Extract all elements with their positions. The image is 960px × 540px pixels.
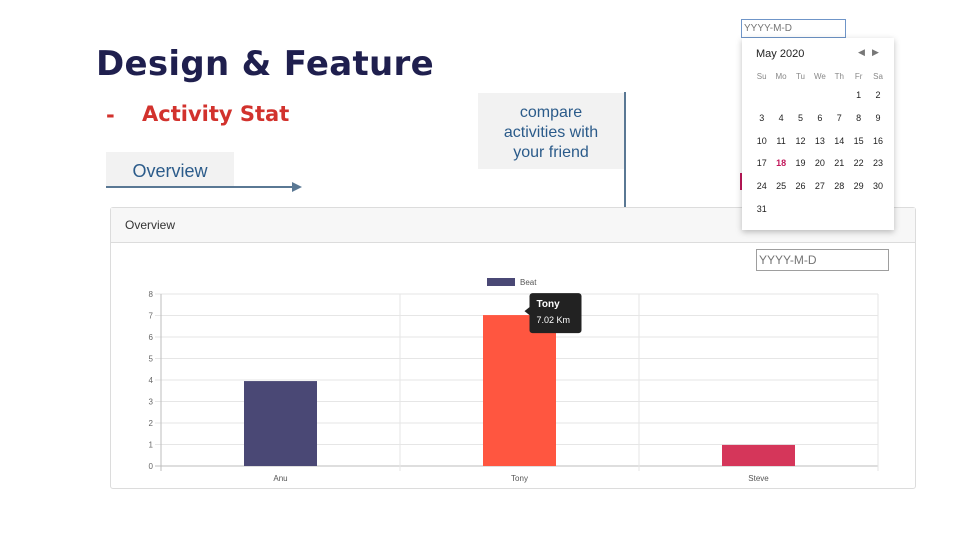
calendar-day[interactable]: 7 [836, 113, 842, 124]
calendar-weekday: Mo [775, 71, 787, 81]
bullet-dash: - [106, 103, 115, 127]
y-tick-label: 8 [149, 290, 154, 299]
calendar-week-row: 3 4 5 6 7 8 9 [752, 107, 888, 130]
y-tick-label: 0 [149, 462, 154, 471]
calendar-weekday: Sa [873, 71, 883, 81]
overview-panel: Overview 012345678AnuTonySteveBeatTony7.… [110, 207, 916, 489]
y-tick-label: 7 [149, 312, 154, 321]
calendar-weekday: We [813, 71, 826, 81]
calendar-prev-icon[interactable]: ◀ [858, 47, 865, 57]
activity-bar-chart: 0 1 2 3 4 5 6 7 8 Anu Tony Steve Beat Tony 7.02 Km [149, 278, 879, 483]
calendar-day[interactable]: 28 [834, 181, 845, 192]
calendar-day[interactable]: 2 [875, 90, 881, 101]
calendar-day[interactable]: 4 [778, 113, 784, 124]
calendar-weekday: Su [756, 71, 767, 81]
calendar-day[interactable]: 9 [875, 113, 881, 124]
calendar-day[interactable]: 30 [873, 181, 884, 192]
calendar-day[interactable]: 3 [759, 113, 765, 124]
compare-callout: compare activities with your friend [478, 93, 624, 169]
bar-steve [722, 444, 795, 466]
calendar-next-icon[interactable]: ▶ [872, 47, 879, 57]
calendar-week-row: 31 [752, 197, 888, 220]
tooltip-value: 7.02 Km [537, 315, 571, 325]
calendar-day[interactable]: 13 [814, 135, 825, 146]
calendar-weekday: Tu [795, 71, 805, 81]
calendar-day[interactable]: 12 [795, 135, 806, 146]
tooltip-title: Tony [537, 299, 561, 310]
calendar-weekday-row: Su Mo Tu We Th Fr Sa [752, 68, 888, 84]
calendar-day[interactable]: 17 [756, 158, 767, 169]
y-tick-label: 2 [149, 419, 154, 428]
compare-callout-line: compare [519, 104, 583, 121]
x-tick-label: Tony [511, 474, 528, 483]
x-tick-label: Anu [273, 474, 287, 483]
calendar-day[interactable]: 16 [873, 135, 884, 146]
tooltip-pointer [524, 307, 530, 316]
calendar-day[interactable]: 1 [856, 90, 862, 101]
calendar-day[interactable]: 11 [776, 135, 786, 146]
calendar-day[interactable]: 27 [814, 181, 825, 192]
calendar-day[interactable]: 5 [797, 113, 803, 124]
calendar-day[interactable]: 10 [756, 135, 767, 146]
calendar-day[interactable]: 6 [817, 113, 823, 124]
y-tick-label: 4 [149, 376, 154, 385]
tooltip-box [529, 293, 582, 334]
legend-label: Beat [520, 278, 537, 287]
y-tick-label: 6 [149, 333, 154, 342]
bullet-activity-stat: Activity Stat [142, 102, 290, 126]
overview-arrow-icon [106, 182, 302, 192]
calendar-day[interactable]: 15 [853, 135, 864, 146]
compare-callout-line: activities with [503, 124, 599, 141]
calendar-day[interactable]: 8 [856, 113, 862, 124]
bar-tony [483, 315, 556, 466]
calendar-day[interactable]: 20 [814, 158, 825, 169]
x-tick-label: Steve [748, 474, 769, 483]
calendar-day[interactable]: 31 [756, 203, 767, 214]
overview-callout: Overview [106, 152, 234, 188]
date-picker-calendar: May 2020 ◀ ▶ Su Mo Tu We Th Fr Sa 1 2 3 4 5 6 7 8 9 10 11… [742, 38, 894, 230]
calendar-grid: Su Mo Tu We Th Fr Sa 1 2 3 4 5 6 7 8 9 10 11 12 13 14 15 16 17 1… [752, 68, 888, 220]
y-tick-label: 5 [149, 355, 154, 364]
calendar-week-row: 24 25 26 27 28 29 30 [752, 175, 888, 198]
slide-title: Design & Feature [96, 44, 434, 84]
calendar-day[interactable]: 19 [795, 158, 806, 169]
calendar-day[interactable]: 21 [834, 158, 845, 169]
calendar-day[interactable]: 29 [853, 181, 864, 192]
calendar-date-input[interactable] [741, 19, 846, 38]
calendar-week-row: 17 18 19 20 21 22 23 [752, 152, 888, 175]
calendar-day[interactable]: 18 [776, 158, 787, 169]
calendar-day[interactable]: 23 [873, 158, 884, 169]
calendar-weekday: Fr [854, 71, 863, 81]
calendar-month-label: May 2020 [756, 48, 805, 60]
red-marker [740, 173, 743, 190]
calendar-day[interactable]: 22 [853, 158, 864, 169]
date-input[interactable] [756, 249, 889, 271]
legend-swatch [487, 278, 515, 286]
y-tick-label: 3 [149, 398, 154, 407]
y-tick-label: 1 [149, 441, 154, 450]
calendar-day[interactable]: 25 [776, 181, 787, 192]
calendar-day[interactable]: 24 [756, 181, 767, 192]
calendar-weekday: Th [834, 71, 844, 81]
bar-anu [244, 381, 317, 466]
calendar-day[interactable]: 14 [834, 135, 845, 146]
calendar-day[interactable]: 26 [795, 181, 806, 192]
compare-callout-line: your friend [513, 144, 589, 161]
calendar-week-row: 10 11 12 13 14 15 16 [752, 129, 888, 152]
